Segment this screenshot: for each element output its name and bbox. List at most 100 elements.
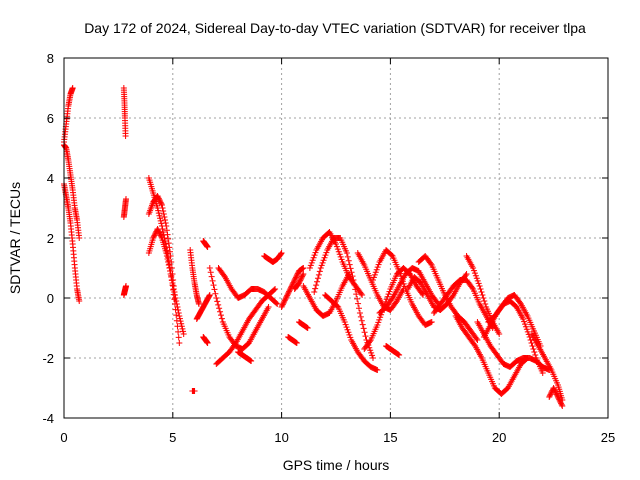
data-point — [377, 314, 384, 321]
data-point — [297, 277, 304, 284]
series-tr40 — [235, 349, 255, 364]
series-tr32 — [463, 253, 503, 337]
data-point — [361, 329, 368, 336]
y-tick-label: -2 — [42, 351, 54, 366]
data-point — [284, 292, 291, 299]
data-point — [338, 256, 345, 263]
data-point — [470, 265, 477, 271]
data-point — [150, 235, 157, 241]
data-point — [160, 208, 167, 214]
y-tick-label: 8 — [47, 51, 54, 66]
data-point — [159, 205, 166, 211]
data-point — [217, 312, 224, 319]
data-point — [341, 319, 348, 325]
data-point — [550, 385, 557, 391]
data-point — [333, 241, 339, 247]
data-point — [367, 347, 374, 354]
data-point — [373, 266, 380, 273]
data-point — [553, 390, 560, 397]
data-point — [212, 290, 219, 297]
data-point — [162, 220, 169, 226]
data-point — [471, 267, 478, 274]
data-point — [123, 283, 130, 289]
data-point — [311, 289, 318, 295]
data-point — [151, 232, 158, 239]
data-point — [166, 265, 173, 271]
data-point — [291, 277, 298, 283]
series-tr18 — [261, 250, 285, 265]
series-tr25 — [354, 250, 407, 313]
data-point — [165, 262, 172, 268]
data-point — [158, 202, 165, 208]
data-point — [156, 229, 163, 236]
data-point — [299, 272, 306, 279]
data-point — [375, 261, 382, 268]
data-point — [195, 301, 202, 307]
data-point — [309, 257, 316, 264]
y-tick-label: 2 — [47, 231, 54, 246]
data-point — [546, 392, 553, 399]
data-point — [558, 400, 565, 407]
series-tr12 — [200, 238, 211, 250]
data-point — [157, 231, 164, 238]
data-point — [167, 248, 174, 255]
data-point — [551, 387, 558, 394]
data-point — [169, 280, 176, 286]
data-point — [211, 286, 218, 293]
data-point — [369, 352, 376, 359]
data-point — [372, 269, 379, 276]
data-point — [370, 274, 377, 281]
data-point — [316, 268, 323, 275]
data-point — [218, 315, 225, 322]
data-point — [158, 200, 165, 207]
series-tr10 — [187, 247, 202, 307]
data-point — [354, 295, 361, 302]
data-point — [163, 253, 170, 259]
data-point — [337, 253, 344, 260]
data-point — [156, 196, 163, 203]
data-point — [369, 277, 376, 283]
data-point — [478, 289, 485, 295]
series-tr36 — [480, 298, 546, 376]
series-tr41 — [296, 319, 311, 331]
data-point — [307, 262, 314, 269]
data-point — [208, 273, 215, 280]
x-tick-label: 5 — [169, 430, 176, 445]
data-point — [180, 331, 187, 337]
data-point — [314, 275, 321, 282]
data-point — [318, 262, 325, 269]
data-point — [323, 249, 330, 256]
data-point — [401, 283, 408, 290]
data-point — [177, 318, 184, 325]
data-point — [248, 358, 255, 364]
data-point — [366, 338, 373, 345]
data-point — [375, 319, 382, 326]
data-point — [216, 305, 223, 312]
data-point — [278, 304, 285, 310]
data-point — [371, 271, 378, 278]
data-point — [556, 396, 563, 403]
data-point — [352, 286, 359, 293]
data-point — [344, 326, 351, 333]
data-point — [163, 227, 170, 234]
data-point — [554, 392, 561, 399]
x-tick-label: 25 — [601, 430, 615, 445]
series-tr19 — [278, 265, 307, 310]
y-tick-label: 4 — [47, 171, 54, 186]
data-point — [286, 288, 293, 295]
data-point — [163, 223, 170, 229]
data-point — [474, 337, 481, 343]
data-point — [150, 233, 157, 240]
data-point — [206, 292, 213, 298]
data-point — [334, 246, 341, 253]
data-point — [388, 296, 395, 303]
data-point — [376, 316, 383, 323]
data-point — [157, 199, 164, 206]
data-point — [312, 285, 319, 292]
data-point — [471, 270, 478, 277]
data-point — [522, 321, 529, 328]
data-point — [215, 301, 222, 308]
series-tr11 — [193, 292, 213, 322]
data-point — [207, 269, 214, 276]
x-tick-label: 10 — [274, 430, 288, 445]
